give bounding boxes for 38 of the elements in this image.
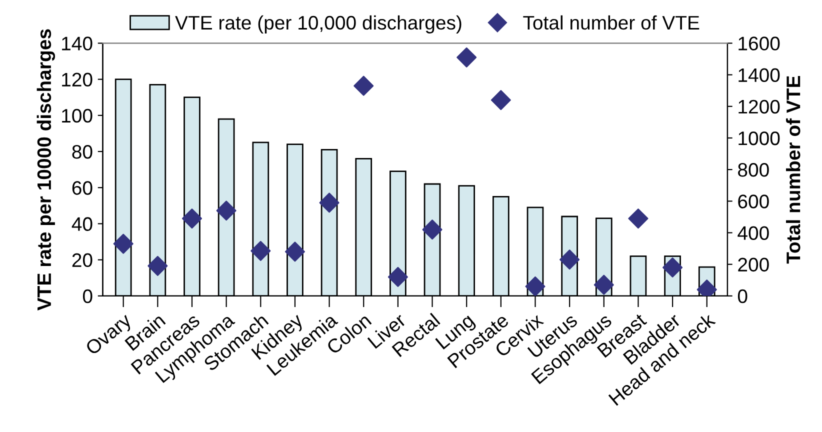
point	[148, 256, 168, 276]
legend-label: Total number of VTE	[523, 15, 700, 30]
point	[662, 257, 683, 278]
point	[628, 208, 648, 229]
point	[216, 200, 236, 221]
point	[284, 242, 305, 262]
point	[594, 274, 614, 295]
y2-tick-label: 1600	[738, 36, 780, 50]
y2-tick-label: 1200	[738, 100, 780, 114]
point	[250, 240, 271, 261]
y-tick-label: 80	[72, 144, 92, 159]
point	[113, 234, 134, 254]
y-tick-label: 0	[82, 289, 92, 304]
y-axis-title: VTE rate per 10000 discharges	[36, 29, 56, 310]
point	[319, 192, 340, 213]
point	[560, 250, 580, 270]
point	[182, 208, 202, 229]
point	[490, 90, 511, 110]
y-tick-label: 40	[72, 217, 92, 231]
y-tick-label: 60	[72, 181, 92, 195]
point	[388, 266, 408, 287]
y-tick-label: 100	[62, 108, 92, 123]
point	[456, 47, 477, 68]
y2-axis-title: Total number of VTE	[786, 76, 800, 264]
y2-tick-label: 400	[738, 226, 769, 240]
y2-tick-label: 1400	[738, 68, 780, 82]
y-tick-label: 120	[62, 72, 92, 87]
point	[354, 76, 374, 96]
legend-label: VTE rate (per 10,000 discharges)	[175, 15, 462, 34]
y2-tick-label: 600	[738, 194, 769, 208]
y-tick-label: 140	[62, 36, 92, 50]
point	[422, 220, 442, 240]
point	[525, 276, 546, 296]
y2-tick-label: 200	[738, 258, 769, 272]
y2-tick-label: 800	[738, 163, 769, 177]
y-tick-label: 20	[72, 253, 92, 268]
y2-tick-label: 1000	[738, 131, 780, 146]
y2-tick-label: 0	[738, 289, 748, 304]
